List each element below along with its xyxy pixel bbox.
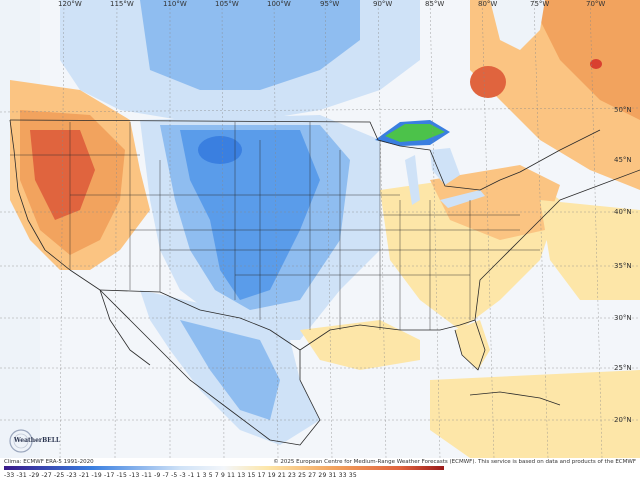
lat-label: 40°N bbox=[614, 208, 632, 216]
lat-label: 35°N bbox=[614, 262, 632, 270]
lon-label: 110°W bbox=[163, 0, 187, 8]
hudson-bay-water bbox=[490, 0, 545, 50]
map-footer: Clima: ECMWF ERA-5 1991-2020 © 2025 Euro… bbox=[0, 458, 640, 480]
canada-cool-core bbox=[140, 0, 360, 90]
cuba bbox=[469, 391, 561, 406]
lon-label: 80°W bbox=[478, 0, 497, 8]
lat-label: 45°N bbox=[614, 156, 632, 164]
gulf-coast bbox=[299, 319, 486, 371]
state-lines bbox=[10, 122, 540, 330]
lon-label: 100°W bbox=[267, 0, 291, 8]
lon-label: 105°W bbox=[215, 0, 239, 8]
us-mexico-border bbox=[99, 289, 301, 351]
northeast-warm-core bbox=[430, 165, 560, 240]
lon-label: 70°W bbox=[586, 0, 605, 8]
mexico-cool-mid bbox=[180, 320, 280, 420]
east-coast bbox=[474, 169, 640, 321]
labrador-hot-spot bbox=[590, 59, 602, 69]
central-cool-strong bbox=[180, 130, 320, 300]
longitude-labels: 120°W 115°W 110°W 105°W 100°W 95°W 90°W … bbox=[58, 0, 605, 8]
lat-label: 30°N bbox=[614, 314, 632, 322]
florida-warm bbox=[455, 320, 490, 370]
caribbean-warm-patch bbox=[430, 370, 640, 458]
us-canada-border bbox=[9, 119, 601, 191]
lon-label: 120°W bbox=[58, 0, 82, 8]
latitude-labels: 50°N 45°N 40°N 35°N 30°N 25°N 20°N bbox=[614, 106, 632, 424]
lon-label: 115°W bbox=[110, 0, 134, 8]
lake-huron bbox=[430, 148, 460, 185]
graticule bbox=[0, 0, 640, 458]
lat-label: 20°N bbox=[614, 416, 632, 424]
color-scale-bar bbox=[4, 466, 444, 470]
lat-label: 25°N bbox=[614, 364, 632, 372]
lat-label: 50°N bbox=[614, 106, 632, 114]
baja-peninsula bbox=[99, 289, 151, 366]
east-warm-strip bbox=[540, 200, 640, 300]
montana-cool-deep bbox=[198, 136, 242, 164]
west-hot-core bbox=[30, 130, 95, 220]
weatherbell-logo bbox=[9, 429, 33, 453]
climatology-credit: Clima: ECMWF ERA-5 1991-2020 bbox=[4, 459, 94, 465]
lon-label: 85°W bbox=[425, 0, 444, 8]
hudson-warm-spot bbox=[470, 66, 506, 98]
color-scale-labels: -33 -31 -29 -27 -25 -23 -21 -19 -17 -15 … bbox=[4, 472, 357, 479]
lon-label: 75°W bbox=[530, 0, 549, 8]
quebec-warm-core bbox=[530, 0, 640, 120]
lon-label: 95°W bbox=[320, 0, 339, 8]
lake-erie bbox=[440, 190, 485, 208]
ecmwf-credit: © 2025 European Centre for Medium-Range … bbox=[273, 459, 636, 465]
logo-text: WeatherBELL bbox=[14, 437, 61, 444]
lon-label: 90°W bbox=[373, 0, 392, 8]
mexico-coast bbox=[99, 289, 321, 446]
lake-superior-anomaly bbox=[385, 124, 445, 142]
borders bbox=[9, 119, 640, 446]
lake-michigan bbox=[405, 155, 420, 205]
temperature-anomaly-map: 120°W 115°W 110°W 105°W 100°W 95°W 90°W … bbox=[0, 0, 640, 458]
